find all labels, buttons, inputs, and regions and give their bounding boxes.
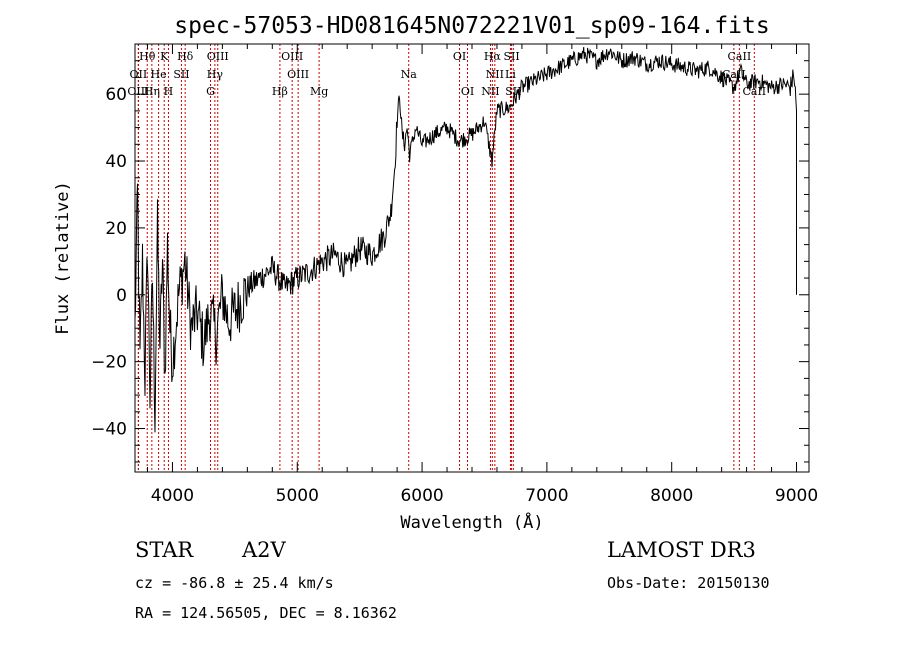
spectral-line-label: SII [173, 68, 189, 81]
spectral-line-label: SII [503, 50, 519, 63]
spectral-line-label: Hδ [177, 50, 194, 63]
spectral-line-label: OII [130, 68, 148, 81]
plot-frame [134, 43, 810, 473]
x-tick-label: 4000 [151, 486, 194, 506]
x-tick-label: 6000 [400, 486, 443, 506]
x-tick-label: 5000 [276, 486, 319, 506]
spectral-line-label: SII [505, 85, 521, 98]
obs-date: Obs-Date: 20150130 [607, 574, 770, 592]
spectral-line-label: Hη [144, 85, 160, 98]
y-tick-label: −20 [91, 353, 127, 373]
spectral-line-label: Hγ [207, 68, 224, 81]
object-class: STAR [135, 538, 194, 562]
spectral-line-label: Hα [484, 50, 502, 63]
spectral-line-label: He [151, 68, 167, 81]
spectral-line-markers [137, 44, 755, 472]
spectral-line-label: Mg [310, 85, 328, 98]
spectrum-chart: spec-57053-HD081645N072221V01_sp09-164.f… [53, 13, 818, 533]
spectral-line-label: Hθ [139, 50, 156, 63]
chart-title: spec-57053-HD081645N072221V01_sp09-164.f… [174, 13, 769, 39]
x-tick-label: 8000 [650, 486, 693, 506]
object-subclass: A2V [242, 538, 286, 562]
redshift-readout: cz = -86.8 ± 25.4 km/s [135, 574, 334, 592]
axis-ticks: 4000 5000 6000 7000 8000 9000 −40 −20 0 20 40 60 [91, 43, 818, 506]
y-tick-label: 60 [105, 85, 127, 105]
x-tick-label: 7000 [525, 486, 568, 506]
spectral-line-label: H [164, 85, 174, 98]
spectral-line-label: G [206, 85, 215, 98]
survey-name: LAMOST DR3 [607, 538, 756, 562]
spectral-line-label: OIII [287, 68, 309, 81]
spectral-line-label: OIII [207, 50, 229, 63]
spectral-line-label: OI [453, 50, 466, 63]
spectral-line-label: Li [505, 68, 516, 81]
y-tick-label: −40 [91, 420, 127, 440]
spectral-line-label: K [160, 50, 169, 63]
y-axis-label: Flux (relative) [53, 181, 73, 335]
spectral-line-label: NII [486, 68, 504, 81]
spectral-line-label: OIII [127, 85, 149, 98]
coordinates-readout: RA = 124.56505, DEC = 8.16362 [135, 604, 397, 622]
y-tick-label: 0 [116, 286, 127, 306]
spectral-line-label: NII [481, 85, 499, 98]
spectral-line-label: Na [401, 68, 418, 81]
y-tick-label: 40 [105, 152, 127, 172]
x-tick-label: 9000 [775, 486, 818, 506]
spectral-line-label: Hβ [272, 85, 288, 98]
spectral-line-label: CaII [728, 50, 752, 63]
x-axis-label: Wavelength (Å) [400, 511, 543, 533]
spectral-line-label: OIII [281, 50, 303, 63]
y-tick-label: 20 [105, 219, 127, 239]
flux-series-line [134, 46, 797, 433]
spectral-line-label: OI [461, 85, 474, 98]
